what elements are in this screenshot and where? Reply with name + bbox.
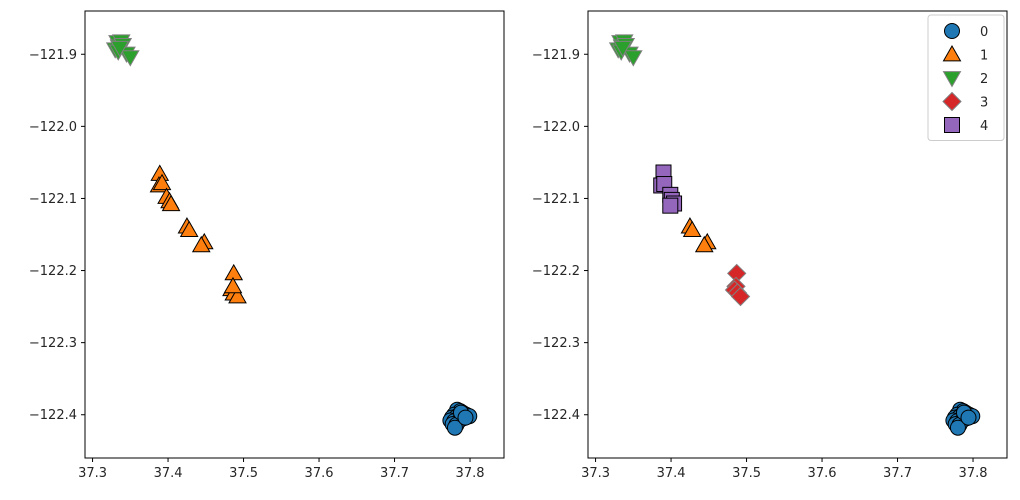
x-tick-label: 37.8 — [456, 466, 485, 481]
legend-label-4: 4 — [980, 119, 988, 134]
data-point-cluster-4 — [662, 197, 679, 214]
legend-marker-2 — [942, 71, 962, 88]
data-point-cluster-1 — [161, 194, 181, 212]
data-point-cluster-2 — [613, 40, 633, 58]
y-tick-label: −122.3 — [532, 336, 580, 351]
data-point-cluster-2 — [623, 50, 643, 67]
data-point-cluster-1 — [224, 263, 244, 281]
x-tick-label: 37.6 — [305, 466, 334, 481]
y-tick-label: −122.1 — [532, 192, 580, 207]
legend-marker-3 — [942, 91, 962, 112]
data-point-cluster-0 — [960, 409, 977, 426]
legend-marker-0 — [944, 23, 960, 39]
legend: 0 1 2 3 4 — [927, 14, 1005, 141]
legend-label-2: 2 — [980, 72, 988, 87]
x-tick-label: 37.7 — [380, 466, 409, 481]
y-tick-label: −122.4 — [29, 408, 77, 423]
legend-label-1: 1 — [980, 49, 988, 64]
data-point-cluster-1 — [694, 235, 714, 253]
legend-label-0: 0 — [980, 25, 988, 40]
x-tick-label: 37.4 — [657, 466, 686, 481]
left-scatter-plot: 37.3 37.4 37.5 37.6 37.7 37.8 −121.9 −122.0 −122… — [29, 10, 505, 481]
data-point-cluster-1 — [179, 220, 199, 238]
y-tick-label: −122.3 — [29, 336, 77, 351]
data-point-cluster-1 — [682, 220, 702, 238]
y-tick-label: −121.9 — [29, 48, 77, 63]
data-point-cluster-0 — [949, 419, 966, 436]
right-scatter-plot: 37.3 37.4 37.5 37.6 37.7 37.8 −121.9 −122.0 −122… — [532, 10, 1008, 481]
axes-frame — [84, 10, 505, 459]
y-tick-label: −122.2 — [29, 264, 77, 279]
x-tick-label: 37.4 — [154, 466, 183, 481]
x-tick-label: 37.5 — [732, 466, 761, 481]
x-tick-label: 37.3 — [581, 466, 610, 481]
data-point-cluster-1 — [191, 235, 211, 253]
data-point-cluster-1 — [228, 286, 247, 304]
data-point-cluster-1 — [152, 173, 172, 191]
legend-label-3: 3 — [980, 96, 988, 111]
y-tick-label: −122.4 — [532, 408, 580, 423]
legend-marker-4 — [944, 117, 960, 133]
x-tick-label: 37.3 — [78, 466, 107, 481]
axis-ticks: 37.3 37.4 37.5 37.6 37.7 37.8 −121.9 −122.0 −122… — [532, 48, 988, 481]
x-tick-label: 37.5 — [229, 466, 258, 481]
legend-marker-1 — [942, 44, 962, 62]
y-tick-label: −121.9 — [532, 48, 580, 63]
data-point-cluster-0 — [457, 409, 474, 426]
axes-frame — [587, 10, 1008, 459]
y-tick-label: −122.0 — [29, 120, 77, 135]
data-point-cluster-2 — [110, 40, 130, 58]
axis-ticks: 37.3 37.4 37.5 37.6 37.7 37.8 −121.9 −122.0 −122… — [29, 48, 485, 481]
data-point-cluster-2 — [120, 50, 140, 67]
legend-frame — [927, 14, 1005, 141]
data-point-cluster-0 — [446, 419, 463, 436]
scatter-points — [608, 34, 981, 436]
y-tick-label: −122.0 — [532, 120, 580, 135]
y-tick-label: −122.2 — [532, 264, 580, 279]
x-tick-label: 37.7 — [883, 466, 912, 481]
x-tick-label: 37.8 — [959, 466, 988, 481]
y-tick-label: −122.1 — [29, 192, 77, 207]
x-tick-label: 37.6 — [808, 466, 837, 481]
data-point-cluster-3 — [730, 286, 751, 307]
scatter-points — [105, 34, 478, 436]
data-point-cluster-1 — [223, 276, 243, 294]
